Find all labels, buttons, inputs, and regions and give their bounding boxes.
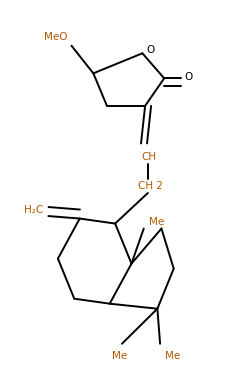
Text: H₂C: H₂C <box>24 205 43 215</box>
Text: Me: Me <box>149 217 164 227</box>
Text: MeO: MeO <box>44 32 68 42</box>
Text: CH 2: CH 2 <box>138 181 163 191</box>
Text: Me: Me <box>165 351 180 361</box>
Text: Me: Me <box>112 351 127 361</box>
Text: CH: CH <box>142 152 157 162</box>
Text: O: O <box>184 72 192 82</box>
Text: O: O <box>146 45 154 55</box>
